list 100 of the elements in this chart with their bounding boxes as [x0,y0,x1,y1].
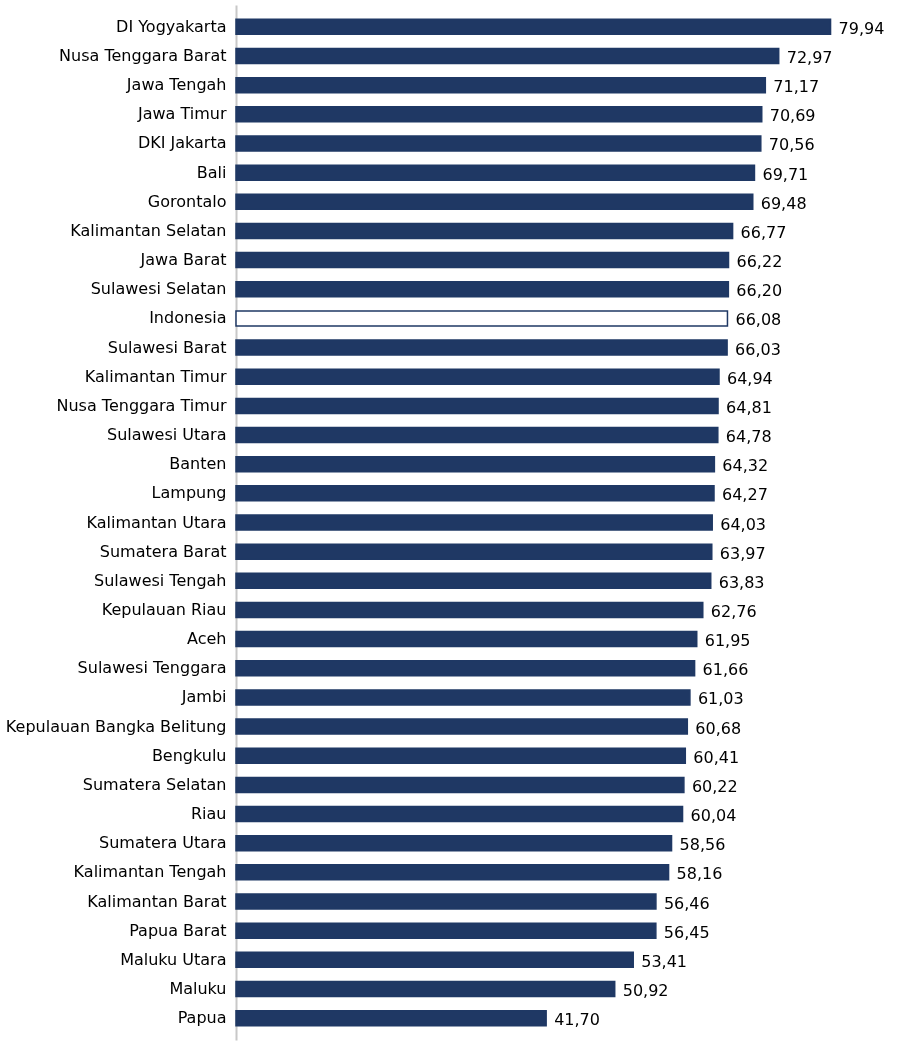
bar [235,281,730,298]
data-label: 61,95 [704,631,751,651]
bar [235,543,713,560]
data-label: 60,04 [690,806,737,826]
y-tick-label: Papua Barat [129,920,227,940]
bar [235,893,657,910]
bar [235,864,670,881]
y-tick-label: Sulawesi Tengah [94,570,227,590]
y-tick-label: Sulawesi Utara [106,425,227,445]
y-tick-label: Papua [177,1008,227,1028]
bar [235,747,687,764]
bar [235,76,767,94]
y-tick-label: Bali [196,162,227,182]
bar [235,630,698,648]
bar [235,397,719,415]
data-label: 66,03 [735,339,781,359]
bar [235,514,713,531]
y-tick-label: Aceh [187,629,227,649]
data-label: 41,70 [554,1010,600,1030]
y-tick-label: Nusa Tenggara Barat [59,46,227,66]
data-label: 72,97 [786,48,833,68]
data-label: 64,27 [722,485,768,505]
data-label: 64,32 [722,456,769,476]
bar [235,601,704,619]
data-label: 60,22 [691,776,738,796]
y-tick-label: Kalimantan Tengah [73,862,227,882]
data-label: 69,48 [760,193,807,213]
bar [235,660,696,677]
bar [235,1009,547,1027]
data-label: 64,03 [720,514,767,534]
data-label: 53,41 [641,951,688,971]
y-tick-label: Sumatera Barat [99,541,227,561]
y-tick-label: Jambi [180,687,227,707]
y-tick-label: Jawa Barat [139,250,227,270]
y-tick-label: Indonesia [149,308,227,328]
y-tick-label: Riau [190,804,227,824]
y-tick-label: DI Yogyakarta [116,16,227,36]
bar [235,776,685,794]
bar [235,834,673,852]
y-tick-label: Sumatera Selatan [82,774,227,794]
y-tick-label: Jawa Tengah [125,75,227,95]
y-tick-label: Kalimantan Timur [84,366,227,386]
bar [235,193,754,211]
data-label: 64,78 [725,427,772,447]
data-label: 69,71 [762,164,809,184]
y-tick-label: Kepulauan Bangka Belitung [5,716,227,736]
data-label: 66,77 [740,222,787,242]
data-label: 79,94 [838,18,885,38]
y-tick-label: Sumatera Utara [99,833,227,853]
data-label: 61,03 [697,689,744,709]
bar [235,339,728,356]
bar [235,310,729,327]
data-label: 71,17 [773,77,820,97]
data-label: 56,46 [663,893,710,913]
data-label: 58,16 [676,864,723,884]
data-label: 63,83 [718,572,765,592]
data-label: 66,08 [735,310,782,330]
bar [235,368,720,385]
y-tick-label: Kepulauan Riau [101,599,227,619]
data-label: 64,94 [726,368,773,388]
bar [235,455,716,473]
y-tick-label: Sulawesi Selatan [90,279,227,299]
data-label: 64,81 [726,397,772,417]
bar [235,922,657,939]
y-tick-label: Bengkulu [151,745,227,765]
data-label: 66,22 [736,252,783,272]
y-tick-label: Sulawesi Tenggara [77,658,227,678]
bar [235,426,719,444]
y-tick-label: Maluku [169,978,227,998]
data-label: 58,56 [679,835,726,855]
data-label: 60,41 [693,747,740,767]
data-label: 60,68 [695,718,742,738]
data-label: 62,76 [710,601,757,621]
y-tick-label: Gorontalo [147,191,227,211]
data-label: 50,92 [622,980,669,1000]
data-label: 56,45 [663,922,710,942]
data-label: 70,56 [768,135,815,155]
bar [235,106,763,123]
bar [235,572,712,590]
bar [235,164,756,181]
data-label: 61,66 [702,660,749,680]
y-tick-label: Nusa Tenggara Timur [56,395,227,415]
bar [235,718,689,735]
y-tick-label: Banten [169,454,227,474]
y-tick-label: Kalimantan Selatan [70,220,227,240]
data-label: 70,69 [769,106,816,126]
bar [235,951,634,969]
y-tick-label: Jawa Timur [136,104,227,124]
bar [235,805,684,823]
y-tick-label: Maluku Utara [120,949,227,969]
data-label: 63,97 [719,543,766,563]
y-tick-label: Sulawesi Barat [107,337,227,357]
bar [235,47,780,65]
bar [235,980,616,998]
bar [235,135,762,152]
y-tick-label: DKI Jakarta [137,133,227,153]
bar [235,18,832,36]
y-tick-label: Kalimantan Barat [87,891,227,911]
y-tick-label: Kalimantan Utara [86,512,227,532]
bar [235,251,730,269]
